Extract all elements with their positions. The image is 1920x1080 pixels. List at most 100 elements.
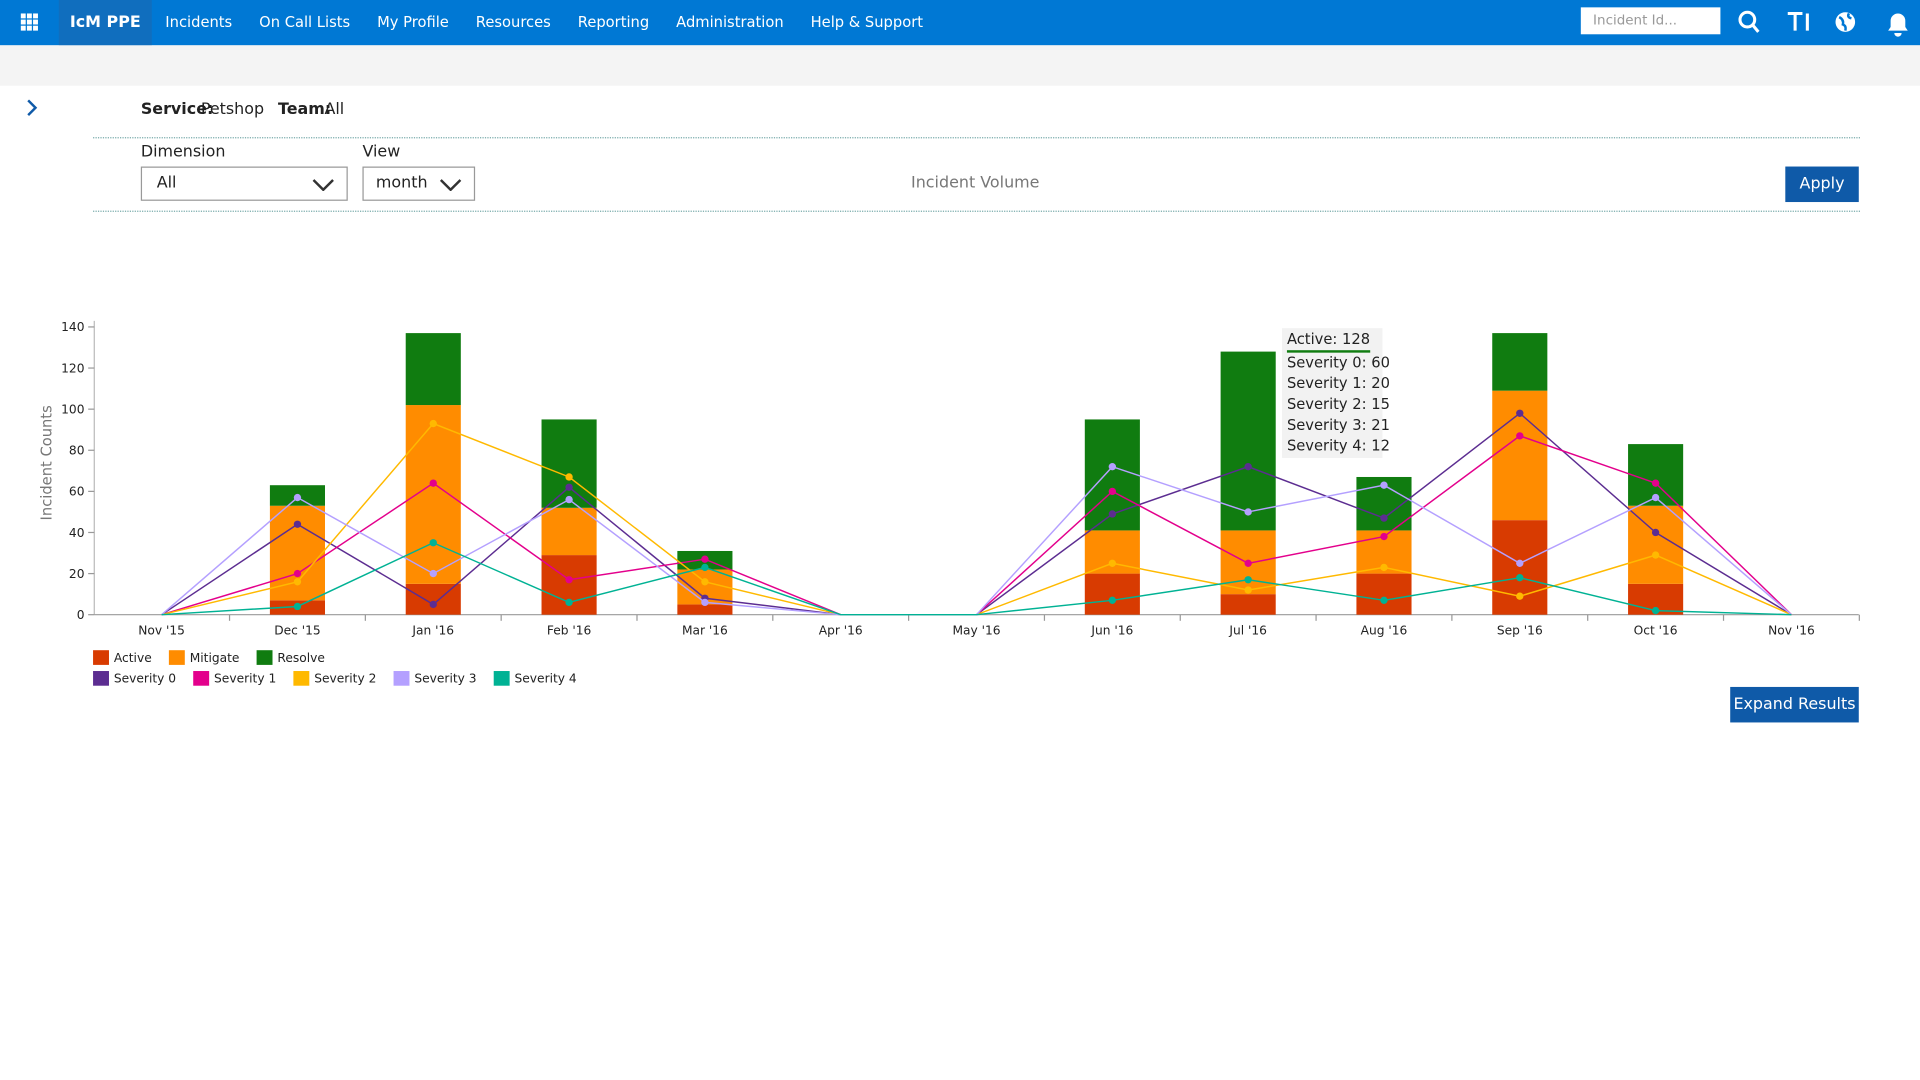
series-point — [1516, 574, 1524, 582]
bar-segment — [405, 333, 461, 406]
legend-label: Severity 3 — [414, 672, 476, 686]
series-point — [1244, 559, 1252, 567]
series-point — [429, 539, 437, 547]
search-icon[interactable] — [1738, 10, 1760, 33]
notifications-icon[interactable] — [1888, 13, 1908, 37]
legend-item[interactable]: Severity 4 — [493, 671, 577, 686]
legend-item[interactable]: Mitigate — [168, 650, 240, 665]
nav-item[interactable]: Administration — [676, 13, 784, 31]
x-tick-label: Apr '16 — [819, 623, 863, 637]
nav-item[interactable]: Reporting — [577, 13, 650, 31]
series-point — [1651, 528, 1660, 537]
series-point — [293, 520, 302, 528]
expand-results-button[interactable]: Expand Results — [1730, 686, 1859, 723]
legend-label: Severity 2 — [314, 672, 376, 686]
app-launcher[interactable] — [0, 0, 59, 45]
legend-swatch — [93, 650, 109, 665]
tooltip-line: Severity 1: 20 — [1286, 374, 1390, 392]
series-point — [1244, 508, 1252, 516]
bar-segment — [1356, 573, 1412, 615]
series-point — [429, 419, 437, 428]
divider — [93, 210, 1861, 212]
x-tick-label: Oct '16 — [1634, 623, 1678, 637]
series-point — [429, 600, 437, 609]
legend-label: Severity 1 — [214, 672, 276, 686]
series-point — [293, 493, 302, 502]
bar-segment — [541, 419, 597, 508]
text-icon[interactable] — [1787, 11, 1809, 31]
chevron — [312, 179, 334, 192]
bar-segment — [1492, 333, 1548, 391]
bars — [269, 333, 1684, 615]
divider — [93, 137, 1861, 139]
tooltip-line: Severity 2: 15 — [1286, 395, 1390, 413]
series-point — [1108, 559, 1117, 567]
nav-item[interactable]: Resources — [475, 13, 551, 31]
legend-swatch — [193, 671, 210, 686]
legend-item[interactable]: Severity 2 — [293, 671, 376, 686]
tooltip: Active: 128 Severity 0: 60 Severity 1: 20 S… — [1282, 328, 1390, 458]
series-point — [1108, 596, 1117, 604]
series-point — [1380, 481, 1388, 489]
legend-swatch — [393, 671, 410, 686]
legend-swatch — [493, 671, 510, 686]
x-tick-label: Jul '16 — [1228, 623, 1267, 637]
menu: Incidents On Call Lists My Profile Resource… — [152, 0, 937, 45]
series-point — [293, 569, 302, 578]
apply-button[interactable]: Apply — [1785, 166, 1859, 203]
legend-item[interactable]: Severity 0 — [93, 671, 176, 686]
legend-item[interactable]: Resolve — [256, 650, 325, 665]
bar-segment — [405, 405, 461, 584]
series-point — [1651, 479, 1660, 487]
legend-label: Severity 4 — [515, 672, 577, 686]
legend-item[interactable]: Severity 3 — [393, 671, 477, 686]
bar-segment — [1084, 573, 1140, 615]
dimension-value: All — [156, 173, 177, 193]
series-point — [1380, 532, 1388, 541]
y-axis-label: Incident Counts — [38, 405, 55, 520]
y-tick-label: 20 — [69, 567, 85, 581]
y-tick-label: 40 — [69, 526, 85, 540]
series-point — [565, 473, 573, 481]
y-tick-label: 0 — [77, 608, 85, 622]
nav-item[interactable]: On Call Lists — [259, 13, 351, 31]
bar-segment — [1492, 520, 1548, 615]
y-tick-label: 140 — [61, 320, 84, 334]
service-label: Service: — [140, 100, 214, 119]
tooltip-line: Severity 3: 21 — [1286, 416, 1390, 434]
brand[interactable]: IcM PPE — [58, 0, 152, 46]
legend-label: Resolve — [277, 651, 325, 665]
series-point — [1516, 559, 1524, 567]
legend-item[interactable]: Severity 1 — [193, 671, 276, 686]
dimension-select[interactable]: All — [140, 166, 348, 201]
bar-segment — [1220, 351, 1276, 531]
expand-panel[interactable] — [24, 98, 39, 118]
toolbar-band — [0, 45, 1920, 86]
legend-item[interactable]: Active — [93, 650, 152, 665]
legend-swatch — [93, 671, 109, 686]
x-tick-label: Sep '16 — [1497, 623, 1543, 637]
globe-icon[interactable] — [1835, 12, 1856, 32]
series-point — [565, 483, 573, 491]
legend-label: Severity 0 — [114, 672, 176, 686]
series-point — [1380, 563, 1388, 572]
incident-search[interactable]: Incident Id... — [1580, 7, 1721, 35]
nav-item[interactable]: My Profile — [377, 13, 449, 31]
series-point — [429, 479, 437, 487]
team-value: All — [324, 100, 345, 119]
chart-name: Incident Volume — [911, 173, 1040, 193]
x-tick-label: Nov '15 — [138, 623, 185, 637]
series-point — [293, 602, 302, 611]
legend-swatch — [168, 650, 185, 665]
view-select[interactable]: month — [362, 166, 476, 201]
x-tick-label: Mar '16 — [682, 623, 728, 637]
nav-item[interactable]: Incidents — [165, 13, 233, 31]
x-tick-label: Jan '16 — [411, 623, 454, 637]
nav-item[interactable]: Help & Support — [810, 13, 923, 31]
tooltip-title: Active: 128 — [1286, 329, 1371, 353]
series-point — [701, 578, 709, 586]
legend-label: Active — [114, 651, 152, 665]
series-point — [1380, 514, 1388, 522]
series-point — [1244, 576, 1252, 584]
